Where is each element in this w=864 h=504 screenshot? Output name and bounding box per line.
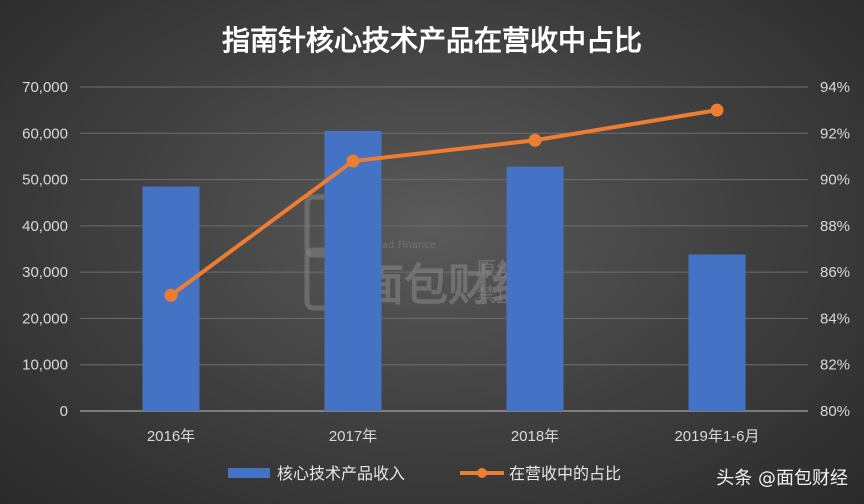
y-left-tick-label: 50,000 (22, 172, 68, 189)
bar (324, 130, 382, 411)
y-left-tick-label: 10,000 (22, 357, 68, 374)
bar (688, 254, 746, 411)
y-left-tick-label: 60,000 (22, 125, 68, 142)
line-series (164, 103, 724, 302)
y-right-tick-label: 80% (820, 403, 850, 420)
y-right-tick-label: 92% (820, 125, 850, 142)
line-point (528, 133, 542, 147)
y-right-tick-label: 90% (820, 172, 850, 189)
line-point (710, 103, 724, 117)
y-right-tick-label: 94% (820, 79, 850, 96)
y-left-tick-label: 70,000 (22, 79, 68, 96)
bar (506, 166, 564, 411)
y-axis-right: 80% 82% 84% 86% 88% 90% 92% 94% (820, 79, 850, 420)
legend-swatch-marker (477, 468, 487, 478)
y-right-tick-label: 84% (820, 310, 850, 327)
y-left-tick-label: 20,000 (22, 310, 68, 327)
legend-label-line: 在营收中的占比 (509, 464, 621, 483)
y-right-tick-label: 82% (820, 357, 850, 374)
chart-title: 指南针核心技术产品在营收中占比 (222, 24, 642, 57)
y-right-tick-label: 86% (820, 264, 850, 281)
x-tick-label: 2017年 (329, 428, 377, 445)
source-tag: 头条 @面包财经 (716, 468, 848, 489)
legend: 核心技术产品收入 在营收中的占比 (228, 464, 621, 483)
legend-label-bar: 核心技术产品收入 (277, 464, 405, 483)
x-tick-label: 2019年1-6月 (674, 428, 759, 445)
bar-series (142, 130, 746, 411)
y-left-tick-label: 0 (60, 403, 68, 420)
legend-swatch-bar (228, 468, 270, 478)
line-point (346, 154, 360, 168)
x-tick-label: 2018年 (511, 428, 559, 445)
y-left-tick-label: 40,000 (22, 218, 68, 235)
x-tick-label: 2016年 (147, 428, 195, 445)
line-point (164, 288, 178, 302)
y-right-tick-label: 88% (820, 218, 850, 235)
series-line (169, 108, 718, 297)
y-left-tick-label: 30,000 (22, 264, 68, 281)
y-axis-left: 0 10,000 20,000 30,000 40,000 50,000 60,000 70,… (22, 79, 68, 420)
x-axis: 2016年 2017年 2018年 2019年1-6月 (147, 428, 760, 445)
watermark-sub-text: Bread Finance (365, 240, 436, 251)
